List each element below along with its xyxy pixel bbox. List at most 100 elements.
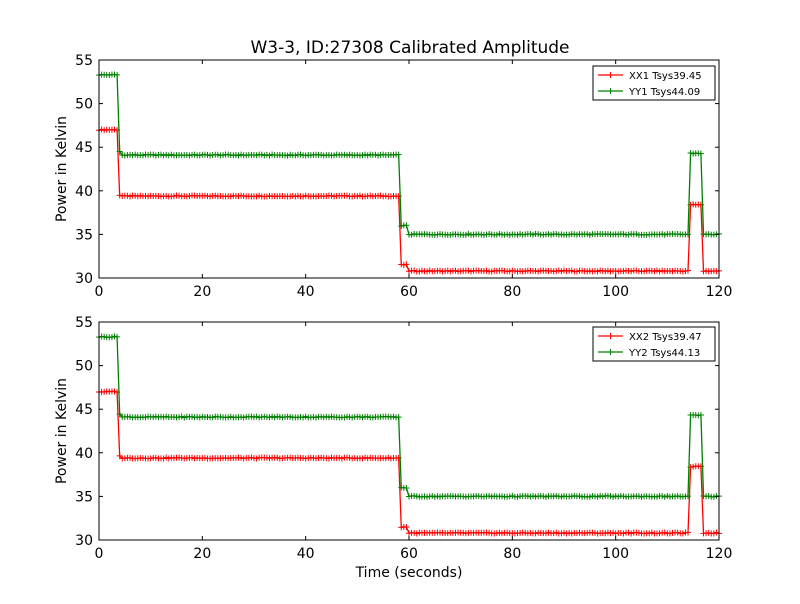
data-point bbox=[266, 414, 273, 421]
data-point bbox=[592, 529, 598, 536]
data-point bbox=[364, 152, 371, 159]
data-point bbox=[679, 530, 686, 537]
data-point bbox=[493, 231, 500, 238]
data-point bbox=[158, 151, 164, 158]
y-tick-label: 50 bbox=[75, 359, 93, 375]
data-point bbox=[713, 529, 720, 536]
data-point bbox=[656, 231, 663, 238]
data-point bbox=[594, 493, 601, 500]
data-point bbox=[439, 268, 446, 275]
data-point bbox=[344, 192, 350, 199]
x-tick-label: 80 bbox=[503, 546, 521, 562]
data-point bbox=[108, 334, 115, 341]
data-point bbox=[413, 493, 420, 500]
legend-swatch-marker bbox=[607, 88, 614, 94]
top-subplot: 0 20 40 60 80 100 120 30 35 40 45 50 55 Power in Kelv… bbox=[54, 53, 732, 300]
y-tick-label: 35 bbox=[75, 227, 93, 243]
data-point bbox=[434, 231, 441, 238]
data-point bbox=[506, 493, 513, 500]
data-point bbox=[300, 414, 307, 421]
series-1 bbox=[96, 388, 722, 537]
data-point bbox=[186, 152, 193, 159]
data-point bbox=[413, 530, 420, 537]
data-point bbox=[196, 414, 203, 421]
data-point bbox=[127, 454, 133, 461]
data-point bbox=[416, 268, 423, 275]
legend: XX2 Tsys39.47 YY2 Tsys44.13 bbox=[592, 326, 716, 362]
data-point bbox=[635, 529, 642, 536]
data-point bbox=[176, 414, 183, 421]
data-point bbox=[488, 268, 495, 275]
data-point bbox=[276, 413, 283, 420]
data-point bbox=[542, 493, 549, 500]
data-point bbox=[116, 411, 123, 418]
legend-entry: YY1 Tsys44.09 bbox=[598, 87, 700, 98]
data-point bbox=[558, 493, 565, 500]
data-point bbox=[258, 151, 265, 158]
data-point bbox=[220, 152, 226, 159]
x-tick-label: 20 bbox=[193, 546, 211, 562]
data-point bbox=[263, 193, 270, 200]
data-point bbox=[690, 463, 697, 470]
data-point bbox=[654, 267, 660, 274]
data-point bbox=[269, 413, 276, 420]
data-point bbox=[395, 151, 402, 158]
data-point bbox=[687, 150, 694, 157]
data-point bbox=[225, 414, 232, 421]
data-point bbox=[196, 152, 203, 159]
data-point bbox=[287, 454, 294, 461]
data-point bbox=[594, 268, 601, 275]
data-point bbox=[710, 530, 717, 537]
data-point bbox=[160, 152, 167, 159]
data-point bbox=[214, 151, 221, 158]
data-point bbox=[661, 529, 668, 536]
data-point bbox=[248, 454, 255, 461]
data-point bbox=[447, 268, 454, 275]
data-point bbox=[191, 455, 198, 462]
data-point bbox=[127, 413, 133, 420]
data-point bbox=[152, 152, 159, 159]
data-point bbox=[111, 388, 118, 395]
data-point bbox=[550, 530, 557, 537]
data-point bbox=[403, 485, 410, 492]
data-point bbox=[346, 454, 353, 461]
y-tick-label: 30 bbox=[75, 533, 93, 549]
data-point bbox=[323, 193, 330, 200]
data-point bbox=[431, 493, 438, 500]
data-point bbox=[532, 267, 539, 274]
data-point bbox=[165, 152, 172, 159]
data-point bbox=[300, 193, 307, 200]
data-point bbox=[651, 268, 658, 275]
data-point bbox=[612, 530, 619, 537]
data-point bbox=[468, 268, 474, 275]
x-tick-label: 120 bbox=[706, 284, 733, 300]
data-point bbox=[331, 152, 338, 159]
data-point bbox=[385, 454, 392, 461]
data-point bbox=[256, 192, 263, 199]
data-point bbox=[240, 455, 247, 462]
data-point bbox=[573, 231, 580, 238]
data-point bbox=[400, 262, 407, 269]
data-point bbox=[160, 455, 167, 462]
data-point bbox=[152, 413, 159, 420]
chart-title: W3-3, ID:27308 Calibrated Amplitude bbox=[250, 38, 569, 58]
data-point bbox=[356, 192, 363, 199]
data-point bbox=[620, 530, 627, 537]
data-point bbox=[602, 530, 609, 537]
data-point bbox=[354, 151, 361, 158]
y-tick-label: 55 bbox=[75, 315, 93, 331]
data-point bbox=[137, 192, 144, 199]
legend-label: XX1 Tsys39.45 bbox=[629, 71, 702, 82]
data-point bbox=[127, 193, 133, 200]
data-point bbox=[227, 193, 234, 200]
data-point bbox=[514, 493, 521, 500]
data-point bbox=[558, 530, 565, 537]
data-point bbox=[674, 492, 681, 499]
data-point bbox=[514, 231, 521, 238]
data-point bbox=[152, 454, 159, 461]
data-point bbox=[553, 230, 560, 237]
data-point bbox=[406, 493, 412, 500]
data-point bbox=[163, 151, 170, 158]
x-tick-label: 100 bbox=[602, 284, 629, 300]
